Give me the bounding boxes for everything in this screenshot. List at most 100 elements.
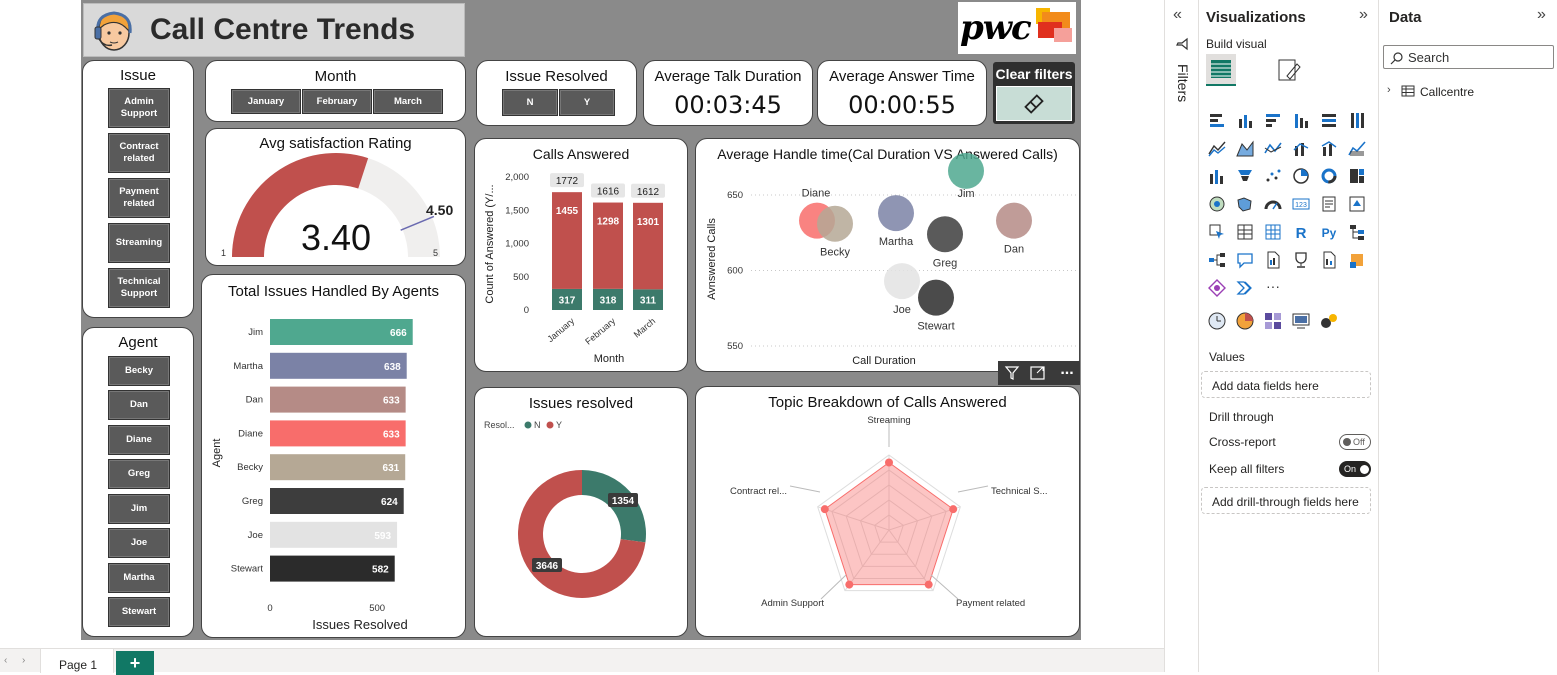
radar-point	[845, 580, 854, 589]
agent-bar-label: 582	[372, 565, 389, 576]
agent-option-stewart[interactable]: Stewart	[108, 597, 170, 627]
title-banner: Call Centre Trends	[83, 3, 465, 57]
more-options-icon[interactable]: ...	[1060, 361, 1074, 378]
funnel-icon[interactable]	[1235, 166, 1255, 186]
matrix-icon[interactable]	[1263, 222, 1283, 242]
donut-chart-icon[interactable]	[1319, 166, 1339, 186]
more-visuals-icon[interactable]: ···	[1263, 278, 1283, 298]
agent-bar-label: 633	[383, 429, 400, 440]
pie-chart-icon[interactable]	[1291, 166, 1311, 186]
table-icon[interactable]	[1235, 222, 1255, 242]
month-option-february[interactable]: February	[302, 89, 372, 114]
scatter-svg: 550 600 650 Avnswered Calls Call Duration Dia…	[706, 152, 1076, 367]
add-page-button[interactable]: +	[116, 651, 154, 675]
multi-row-card-icon[interactable]	[1319, 194, 1339, 214]
map-icon[interactable]	[1207, 194, 1227, 214]
month-option-january[interactable]: January	[231, 89, 301, 114]
smart-narrative-icon[interactable]	[1263, 250, 1283, 270]
eraser-icon	[996, 86, 1072, 121]
resolved-option-y[interactable]: Y	[559, 89, 615, 116]
waterfall-icon[interactable]	[1207, 166, 1227, 186]
treemap-icon[interactable]	[1347, 166, 1367, 186]
custom-visual-radar-icon[interactable]	[1235, 311, 1255, 331]
paginated-report-icon[interactable]	[1319, 250, 1339, 270]
line-clustered-column-icon[interactable]	[1291, 138, 1311, 158]
agent-option-jim[interactable]: Jim	[108, 494, 170, 524]
kpi-icon[interactable]	[1347, 194, 1367, 214]
collapse-data-icon[interactable]: »	[1537, 6, 1546, 23]
pwc-logo: pwc	[958, 2, 1076, 54]
calls-answered-title: Calls Answered	[532, 146, 630, 162]
issue-option-payment-related[interactable]: Payment related	[108, 178, 170, 218]
agent-option-dan[interactable]: Dan	[108, 390, 170, 420]
ribbon-chart-icon[interactable]	[1347, 138, 1367, 158]
issue-option-technical-support[interactable]: Technical Support	[108, 268, 170, 308]
page-tab-page-1[interactable]: Page 1	[40, 649, 114, 673]
format-visual-icon[interactable]	[1275, 56, 1303, 84]
bar-label-n: 311	[640, 296, 657, 307]
cross-report-toggle[interactable]: Off	[1339, 434, 1371, 450]
nav-right-icon[interactable]: ›	[22, 655, 26, 666]
agent-option-becky[interactable]: Becky	[108, 356, 170, 386]
expand-filters-icon[interactable]: «	[1173, 6, 1182, 23]
agent-bar	[270, 420, 406, 447]
stacked-bar-icon[interactable]	[1207, 110, 1227, 130]
filter-icon[interactable]	[1001, 363, 1023, 383]
focus-mode-icon[interactable]	[1027, 363, 1049, 383]
area-chart-icon[interactable]	[1235, 138, 1255, 158]
clear-filters-button[interactable]: Clear filters	[993, 62, 1075, 124]
goals-icon[interactable]	[1291, 250, 1311, 270]
issue-option-admin-support[interactable]: Admin Support	[108, 88, 170, 128]
issue-option-streaming[interactable]: Streaming	[108, 223, 170, 263]
key-influencers-icon[interactable]	[1347, 222, 1367, 242]
decomposition-tree-icon[interactable]	[1207, 250, 1227, 270]
card-icon[interactable]: 123	[1291, 194, 1311, 214]
agent-axis-label: Diane	[238, 428, 263, 439]
clustered-bar-icon[interactable]	[1263, 110, 1283, 130]
total-label-bg	[631, 183, 665, 198]
radar-grid	[845, 484, 933, 567]
y-tick: 500	[513, 272, 529, 283]
y-tick: 0	[524, 305, 529, 316]
slicer-icon[interactable]	[1207, 222, 1227, 242]
filters-label[interactable]: Filters	[1175, 64, 1191, 103]
gauge-icon[interactable]	[1263, 194, 1283, 214]
agent-option-martha[interactable]: Martha	[108, 563, 170, 593]
stacked-area-icon[interactable]	[1263, 138, 1283, 158]
nav-left-icon[interactable]: ‹	[4, 655, 8, 666]
data-search-box[interactable]: Search	[1383, 45, 1554, 69]
python-visual-icon[interactable]: Py	[1319, 222, 1339, 242]
agent-option-joe[interactable]: Joe	[108, 528, 170, 558]
line-chart-icon[interactable]	[1207, 138, 1227, 158]
100-stacked-column-icon[interactable]	[1347, 110, 1367, 130]
keep-all-filters-toggle[interactable]: On	[1339, 461, 1371, 477]
custom-visual-clock-icon[interactable]	[1207, 311, 1227, 331]
resolved-option-n[interactable]: N	[502, 89, 558, 116]
custom-visual-grid-icon[interactable]	[1263, 311, 1283, 331]
azure-map-icon[interactable]	[1235, 278, 1255, 298]
r-visual-icon[interactable]: R	[1291, 222, 1311, 242]
drill-through-well[interactable]: Add drill-through fields here	[1201, 487, 1371, 514]
100-stacked-bar-icon[interactable]	[1319, 110, 1339, 130]
month-option-march[interactable]: March	[373, 89, 443, 114]
custom-visual-monitor-icon[interactable]	[1291, 311, 1311, 331]
data-pane-title: Data	[1389, 9, 1422, 26]
clustered-column-icon[interactable]	[1291, 110, 1311, 130]
build-visual-tab[interactable]	[1206, 54, 1236, 86]
custom-visual-bubble-icon[interactable]	[1319, 311, 1339, 331]
collapse-viz-icon[interactable]: »	[1359, 6, 1368, 23]
power-automate-icon[interactable]	[1207, 278, 1227, 298]
qna-icon[interactable]	[1235, 250, 1255, 270]
table-callcentre[interactable]: › Callcentre	[1387, 84, 1547, 102]
values-well[interactable]: Add data fields here	[1201, 371, 1371, 398]
power-apps-icon[interactable]	[1347, 250, 1367, 270]
filled-map-icon[interactable]	[1235, 194, 1255, 214]
issue-option-contract-related[interactable]: Contract related	[108, 133, 170, 173]
x-axis-title: Month	[594, 353, 625, 365]
scatter-chart-icon[interactable]	[1263, 166, 1283, 186]
agent-option-greg[interactable]: Greg	[108, 459, 170, 489]
stacked-column-icon[interactable]	[1235, 110, 1255, 130]
line-stacked-column-icon[interactable]	[1319, 138, 1339, 158]
cross-report-label: Cross-report	[1209, 435, 1276, 449]
agent-option-diane[interactable]: Diane	[108, 425, 170, 455]
